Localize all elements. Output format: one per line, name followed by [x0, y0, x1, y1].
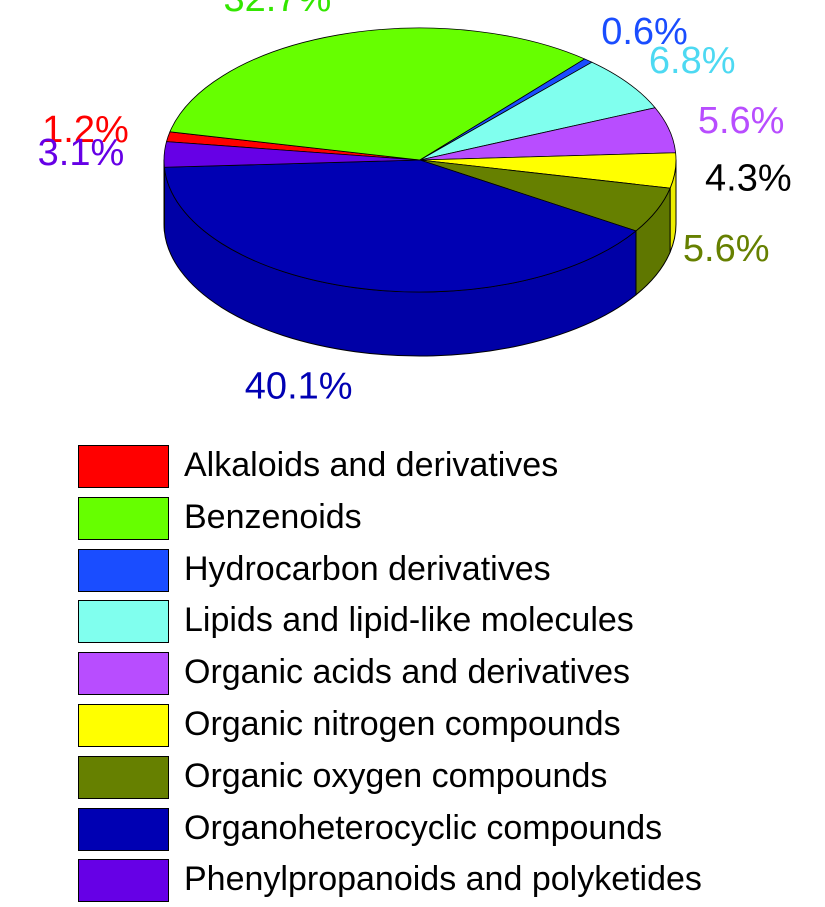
legend-label: Benzenoids — [184, 494, 362, 540]
pie-chart: 1.2%32.7%0.6%6.8%5.6%4.3%5.6%40.1%3.1% — [0, 0, 825, 440]
pie-value-label-lipids-and-lipid-like-molecules: 6.8% — [649, 40, 736, 82]
legend-label: Organic oxygen compounds — [184, 753, 607, 799]
pie-value-label-organic-oxygen-compounds: 5.6% — [683, 228, 770, 270]
legend-label: Organic acids and derivatives — [184, 649, 630, 695]
pie-value-label-benzenoids: 32.7% — [224, 0, 332, 20]
legend-label: Organic nitrogen compounds — [184, 701, 621, 747]
legend-swatch — [78, 497, 169, 540]
legend-swatch — [78, 808, 169, 851]
pie-value-label-organoheterocyclic-compounds: 40.1% — [245, 365, 353, 407]
legend-label: Alkaloids and derivatives — [184, 442, 558, 488]
legend-swatch — [78, 859, 169, 902]
legend-swatch — [78, 600, 169, 643]
legend-swatch — [78, 445, 169, 488]
legend-label: Lipids and lipid-like molecules — [184, 597, 634, 643]
legend-label: Organoheterocyclic compounds — [184, 805, 662, 851]
pie-top — [164, 28, 676, 292]
pie-value-label-organic-nitrogen-compounds: 4.3% — [705, 158, 792, 200]
legend-swatch — [78, 652, 169, 695]
pie-value-label-phenylpropanoids-and-polyketides: 3.1% — [38, 132, 125, 174]
legend-swatch — [78, 704, 169, 747]
legend-label: Phenylpropanoids and polyketides — [184, 856, 702, 902]
pie-value-label-organic-acids-and-derivatives: 5.6% — [698, 100, 785, 142]
legend-swatch — [78, 756, 169, 799]
legend-swatch — [78, 549, 169, 592]
legend-label: Hydrocarbon derivatives — [184, 546, 551, 592]
